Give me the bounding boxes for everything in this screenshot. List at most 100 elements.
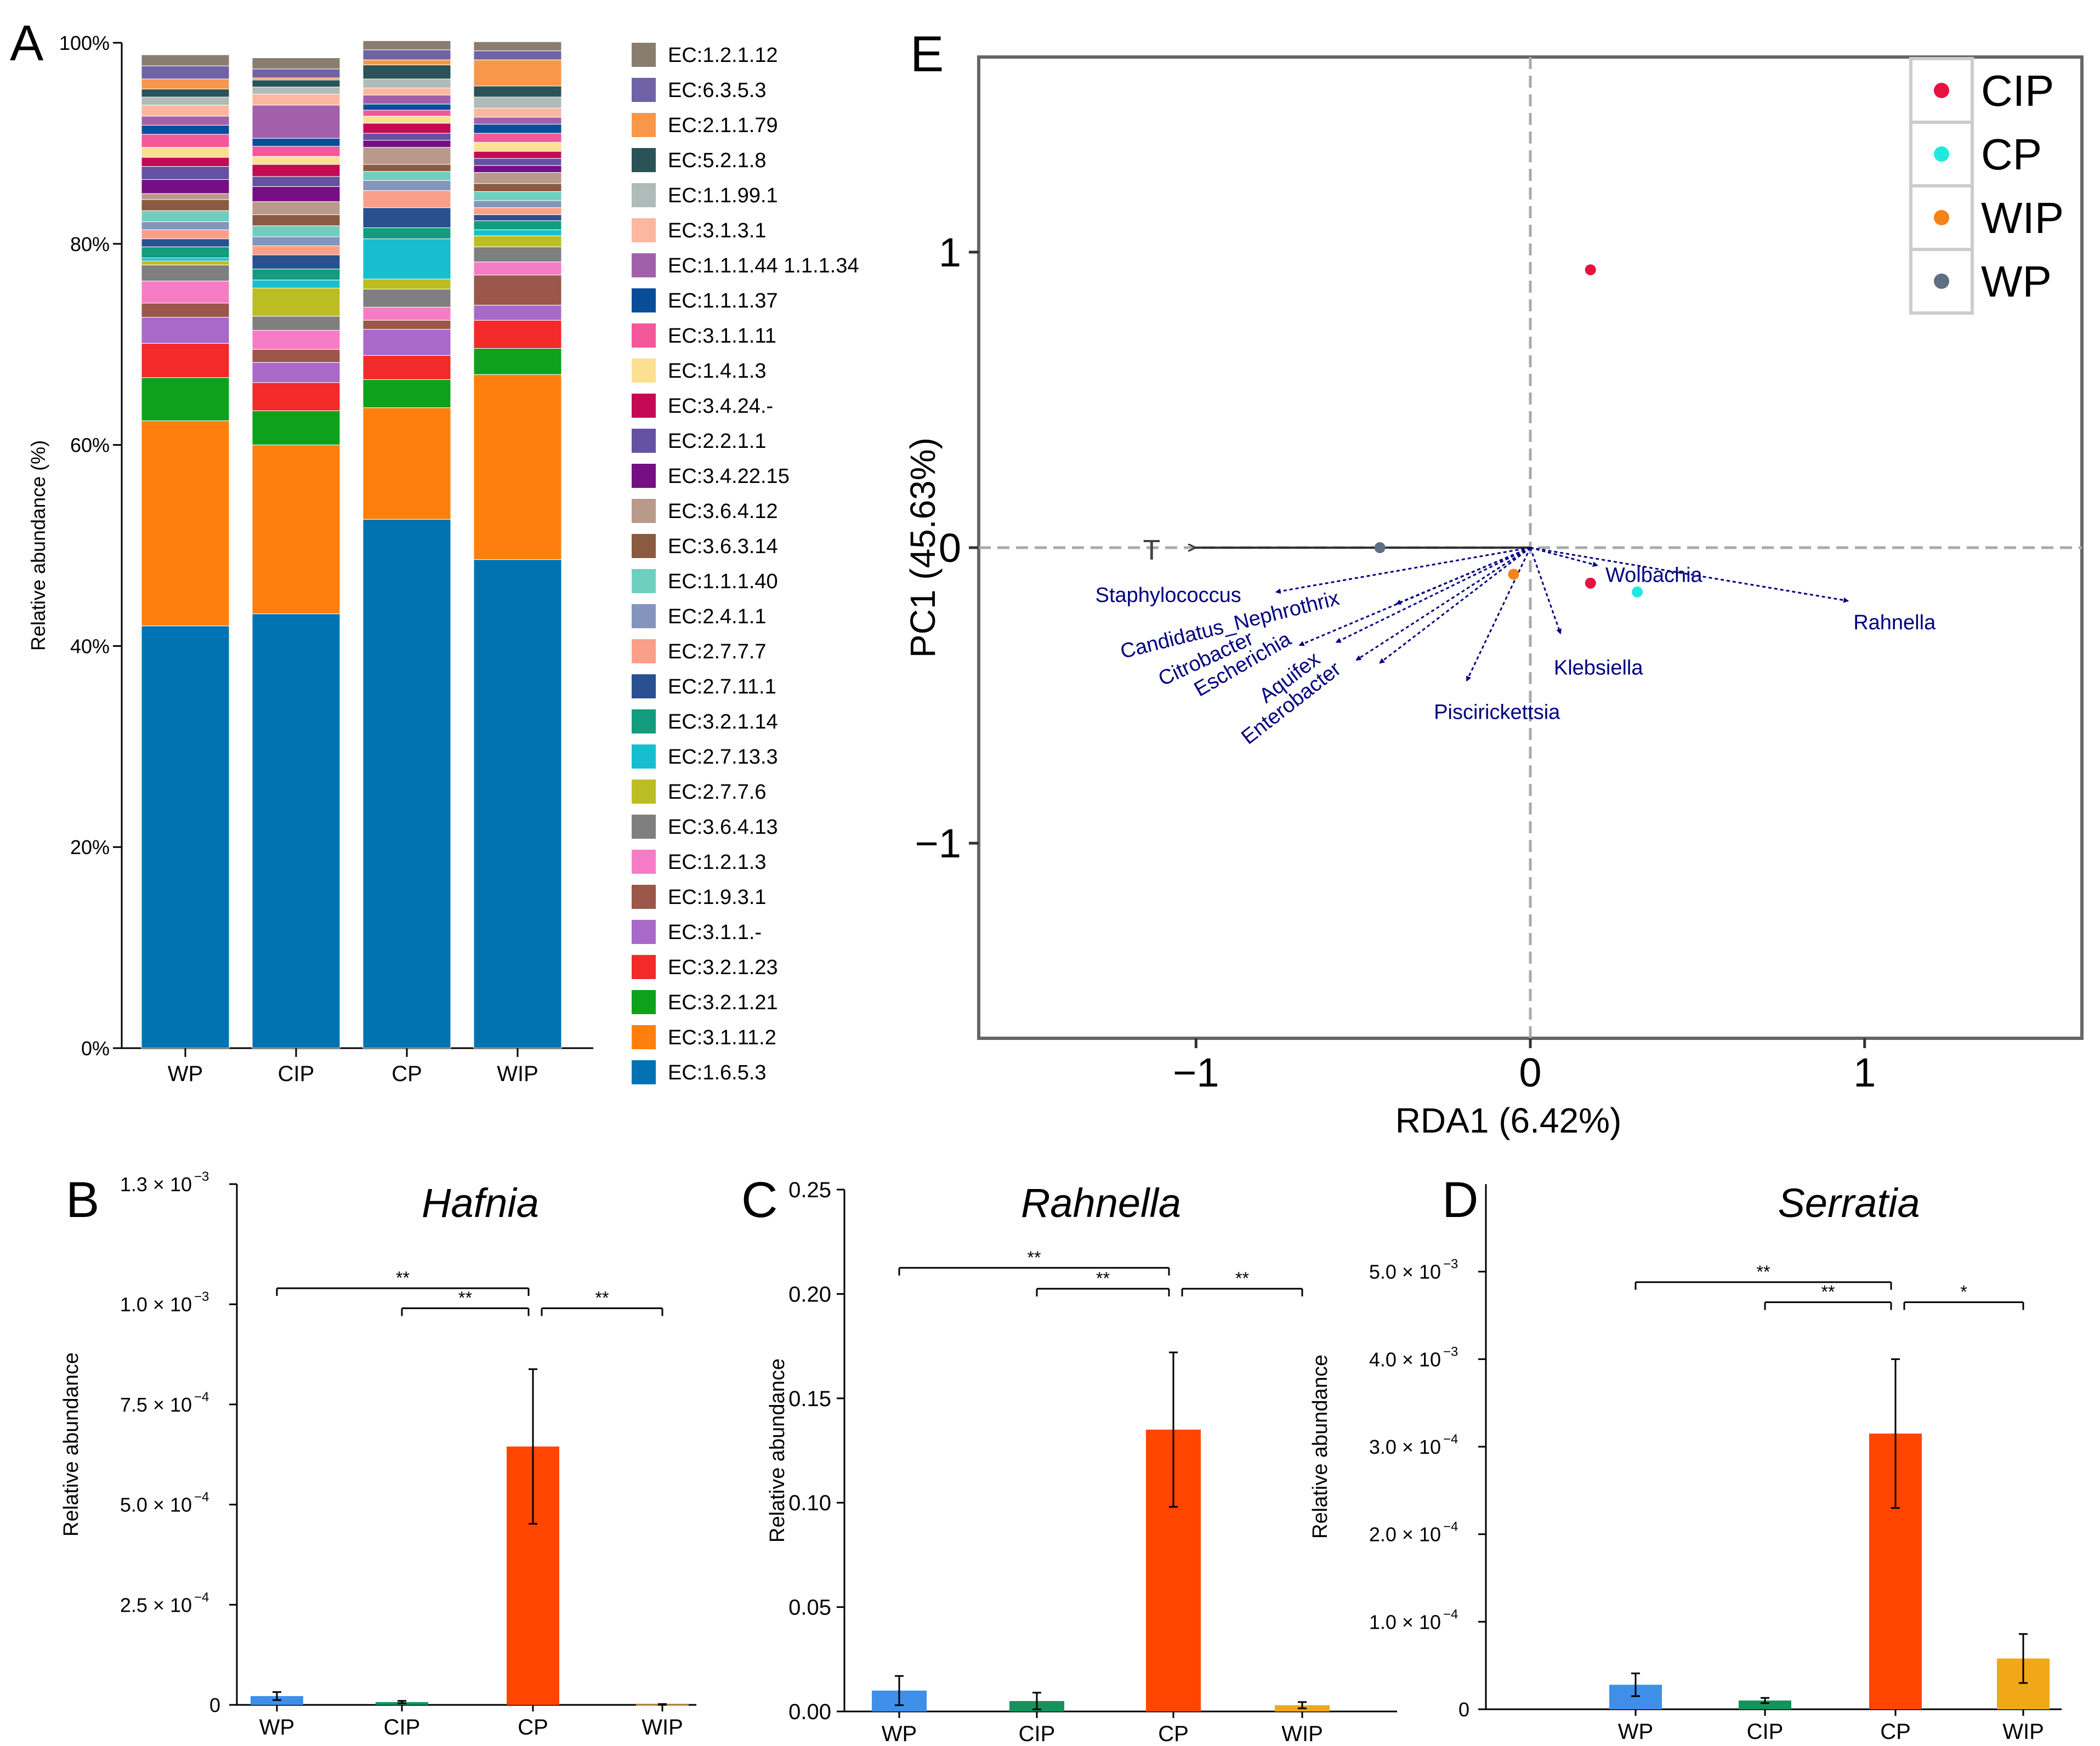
e-taxon-arrow [1275, 547, 1531, 594]
d-title: Serratia [1778, 1180, 1920, 1226]
a-bar-segment [362, 207, 451, 228]
e-env-vector-label: T [1143, 534, 1160, 566]
d-y-tick-label: 5.0 × 10 [1369, 1261, 1441, 1283]
a-legend-label: EC:6.3.5.3 [668, 79, 767, 102]
a-bar-segment [141, 105, 230, 117]
a-bar-segment [473, 158, 562, 166]
a-legend-swatch [632, 113, 656, 137]
a-bar-segment [362, 110, 451, 117]
a-bar-segment [473, 200, 562, 208]
a-legend-label: EC:3.6.3.14 [668, 535, 778, 558]
a-y-tick-label: 20% [70, 836, 110, 858]
a-bar-segment [252, 254, 340, 270]
a-bar-segment [252, 138, 340, 147]
a-legend-label: EC:3.1.1.- [668, 921, 762, 944]
a-legend-label: EC:3.6.4.12 [668, 500, 778, 523]
a-legend-swatch [632, 604, 656, 628]
a-bar-segment [141, 317, 230, 344]
a-bar-segment [252, 186, 340, 202]
a-legend-swatch [632, 955, 656, 979]
a-bar-segment [252, 236, 340, 246]
a-bar-segment [141, 116, 230, 126]
a-bar-segment [252, 316, 340, 331]
a-bar-segment [362, 329, 451, 356]
a-bar-segment [252, 410, 340, 446]
a-bar-segment [141, 257, 230, 261]
e-taxon-arrow [1529, 547, 1562, 635]
a-bar-segment [141, 166, 230, 180]
e-taxon-arrow [1355, 547, 1531, 661]
e-sample-point [1632, 586, 1643, 598]
a-bar-segment [252, 156, 340, 165]
a-legend-swatch [632, 78, 656, 102]
a-bar-segment [252, 245, 340, 255]
e-legend-label: CP [1981, 130, 2042, 179]
a-legend-swatch [632, 709, 656, 733]
c-x-tick-label: WP [882, 1722, 917, 1746]
a-bar-segment [362, 355, 451, 380]
a-bar-segment [362, 116, 451, 124]
a-legend-label: EC:1.9.3.1 [668, 886, 767, 909]
a-bar-segment [252, 201, 340, 215]
a-legend-label: EC:3.1.1.11 [668, 325, 776, 348]
a-bar-segment [141, 78, 230, 89]
a-legend-swatch [632, 534, 656, 558]
e-x-tick-label: 1 [1853, 1050, 1876, 1095]
a-bar-segment [473, 117, 562, 125]
a-legend-label: EC:3.2.1.23 [668, 956, 778, 979]
a-y-axis-label: Relative abundance (%) [27, 440, 49, 651]
a-bar-segment [473, 133, 562, 143]
c-y-tick-label: 0.00 [788, 1700, 831, 1724]
a-legend-swatch [632, 394, 656, 418]
a-bar-segment [473, 229, 562, 236]
e-legend-marker [1934, 210, 1949, 225]
e-x-axis-label: RDA1 (6.42%) [1395, 1101, 1622, 1140]
a-legend-label: EC:1.1.1.37 [668, 289, 778, 312]
e-sample-point [1374, 542, 1386, 553]
a-legend-label: EC:3.4.24.- [668, 395, 773, 418]
a-bar-segment [362, 164, 451, 172]
panel-label-e: E [910, 26, 944, 82]
d-sig-label: ** [1821, 1282, 1835, 1302]
e-y-tick-label: 0 [939, 525, 961, 571]
a-bar-segment [362, 133, 451, 141]
a-bar-segment [362, 104, 451, 111]
a-bar-segment [252, 69, 340, 78]
a-bar-segment [362, 140, 451, 148]
a-legend-label: EC:3.1.11.2 [668, 1026, 776, 1049]
e-x-tick-label: 0 [1519, 1050, 1541, 1095]
a-bar-segment [141, 193, 230, 200]
e-y-tick-label: −1 [915, 821, 961, 866]
d-x-tick-label: CP [1880, 1720, 1911, 1744]
a-legend-label: EC:1.2.1.12 [668, 44, 778, 67]
a-bar-segment [141, 124, 230, 135]
a-bar-segment [473, 41, 562, 52]
d-x-tick-label: WIP [2002, 1720, 2044, 1744]
e-legend-label: CIP [1981, 66, 2054, 115]
d-x-tick-label: WP [1618, 1720, 1653, 1744]
b-sig-label: ** [396, 1268, 410, 1288]
a-bar-segment [252, 445, 340, 615]
b-y-tick-exponent: −3 [194, 1289, 209, 1304]
a-legend-swatch [632, 218, 656, 242]
a-bar-segment [252, 176, 340, 187]
a-bar-segment [141, 210, 230, 222]
a-bar-segment [362, 64, 451, 79]
a-bar-segment [473, 214, 562, 221]
a-bar-segment [473, 246, 562, 263]
e-legend-marker [1934, 274, 1949, 289]
a-bar-segment [362, 59, 451, 65]
c-sig-label: ** [1235, 1269, 1249, 1288]
a-bar-segment [141, 303, 230, 318]
c-y-tick-label: 0.05 [788, 1596, 831, 1620]
a-y-tick-label: 80% [70, 233, 110, 255]
b-sig-label: ** [595, 1288, 609, 1308]
a-bar-segment [473, 235, 562, 247]
a-y-tick-label: 100% [59, 32, 110, 54]
a-bar-segment [473, 50, 562, 60]
a-legend-label: EC:1.1.99.1 [668, 184, 778, 207]
a-legend-swatch [632, 359, 656, 383]
a-bar-segment [362, 147, 451, 165]
e-taxon-label: Staphylococcus [1096, 584, 1241, 607]
